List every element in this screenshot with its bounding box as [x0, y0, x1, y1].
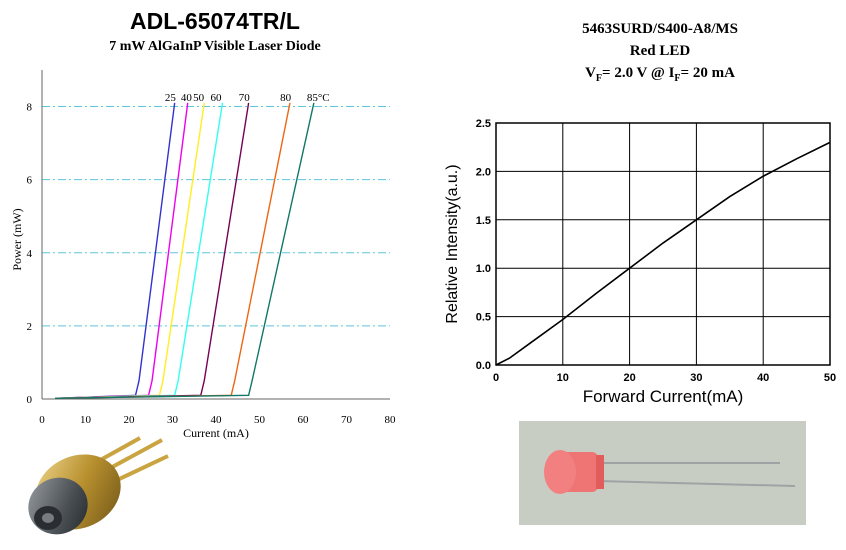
y-tick-label: 1.0	[476, 263, 491, 275]
y-tick-label: 6	[27, 175, 33, 187]
series-label: 60	[211, 92, 223, 104]
x-tick-label: 40	[211, 414, 223, 426]
led-intensity-line	[495, 141, 831, 366]
led-subtitle: Red LED	[629, 43, 691, 59]
x-tick-label: 60	[298, 414, 310, 426]
y-tick-label: 8	[27, 102, 33, 114]
y-tick-label: 0.5	[476, 312, 491, 324]
y-tick-label: 0	[27, 394, 33, 406]
if-suffix: = 20 mA	[680, 65, 735, 81]
led-title: 5463SURD/S400-A8/MS	[582, 21, 738, 37]
x-tick-label: 10	[80, 414, 92, 426]
series-label: 40	[181, 92, 193, 104]
x-tick-label: 0	[39, 414, 45, 426]
series-label: 70	[239, 92, 251, 104]
y-tick-label: 1.5	[476, 215, 491, 227]
led-spec-line: VF= 2.0 V @ IF= 20 mA	[480, 62, 840, 90]
x-tick-label: 10	[557, 372, 569, 384]
led-title-block: 5463SURD/S400-A8/MS Red LED VF= 2.0 V @ …	[480, 18, 840, 90]
vf-prefix: V	[585, 65, 596, 81]
plot-frame	[495, 122, 831, 366]
if-sub: F	[674, 73, 681, 84]
y-tick-label: 0.0	[476, 360, 491, 372]
vf-mid: = 2.0 V @ I	[602, 65, 675, 81]
series-label: 50	[193, 92, 205, 104]
x-tick-label: 50	[824, 372, 836, 384]
y-axis-label: Relative Intensity(a.u.)	[444, 164, 461, 323]
y-tick-label: 2.0	[476, 166, 491, 178]
x-tick-label: 40	[757, 372, 769, 384]
x-tick-label: 80	[385, 414, 397, 426]
x-tick-label: 20	[623, 372, 635, 384]
x-tick-label: 70	[341, 414, 353, 426]
x-tick-label: 0	[493, 372, 499, 384]
laser-title: ADL-65074TR/L	[130, 8, 300, 34]
x-tick-label: 50	[254, 414, 266, 426]
x-axis-label: Current (mA)	[183, 426, 249, 440]
series-label: 25	[165, 92, 177, 104]
series-label: 85°C	[307, 92, 330, 104]
y-axis-label: Power (mW)	[10, 208, 24, 270]
x-tick-label: 30	[690, 372, 702, 384]
y-tick-label: 2.5	[476, 118, 491, 130]
x-tick-label: 20	[124, 414, 136, 426]
x-tick-label: 30	[167, 414, 179, 426]
vf-sub: F	[595, 73, 603, 84]
laser-subtitle: 7 mW AlGaInP Visible Laser Diode	[109, 39, 321, 54]
x-axis-label: Forward Current(mA)	[583, 387, 744, 406]
y-tick-label: 4	[27, 248, 33, 260]
series-label: 80	[280, 92, 292, 104]
laser-series-85C	[55, 102, 315, 399]
y-tick-label: 2	[27, 321, 33, 333]
